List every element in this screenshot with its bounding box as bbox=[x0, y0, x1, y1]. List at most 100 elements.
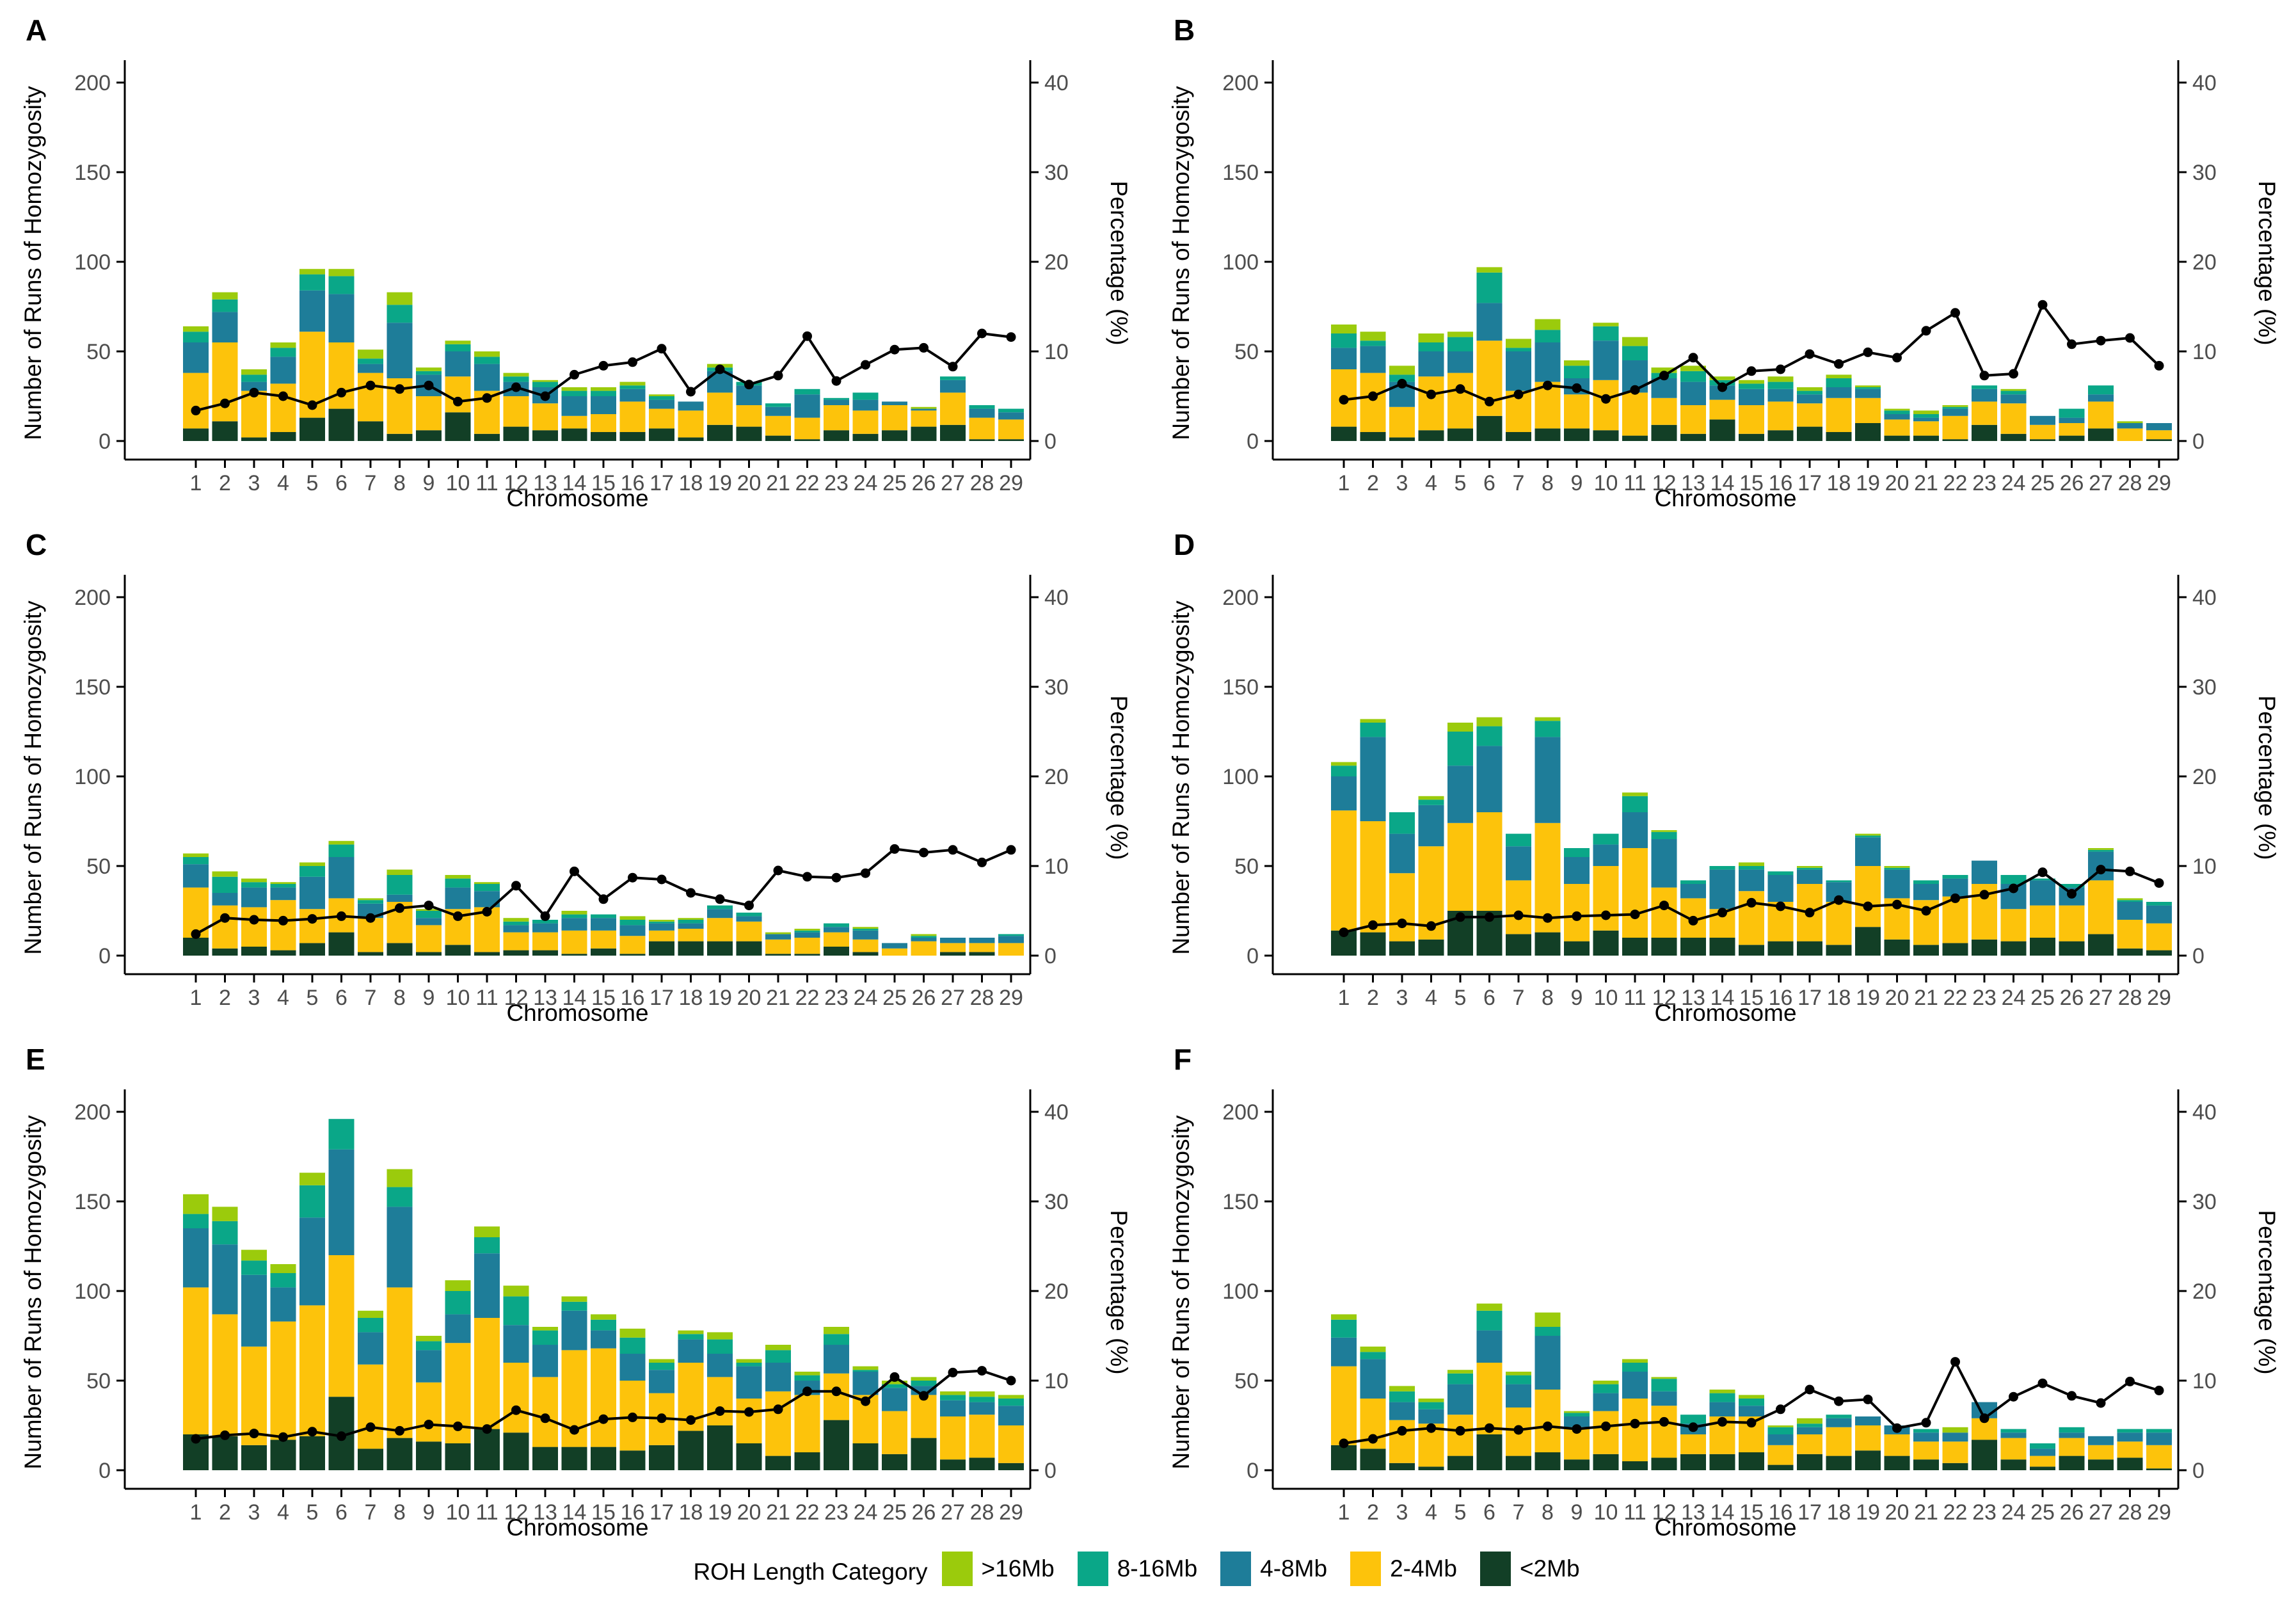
x-tick-label: 29 bbox=[999, 986, 1023, 1010]
x-tick-label: 27 bbox=[941, 471, 965, 495]
bar-segment-8-16Mb bbox=[591, 390, 616, 396]
bar-chr-21 bbox=[1913, 1429, 1939, 1470]
bar-segment-<2Mb bbox=[416, 1441, 442, 1470]
x-tick-label: 9 bbox=[423, 1500, 435, 1525]
bar-chr-8 bbox=[1535, 319, 1561, 441]
bar-segment-4-8Mb bbox=[1709, 1402, 1735, 1416]
x-tick-label: 10 bbox=[1594, 986, 1618, 1010]
x-tick-label: 20 bbox=[737, 471, 761, 495]
right-tick-label: 40 bbox=[1044, 1100, 1069, 1125]
bar-segment-8-16Mb bbox=[1593, 1384, 1619, 1393]
bar-segment-2-4Mb bbox=[212, 1314, 238, 1436]
bar-segment-8-16Mb bbox=[794, 389, 820, 395]
bar-segment-4-8Mb bbox=[1389, 1402, 1415, 1420]
percentage-point bbox=[889, 344, 900, 355]
x-tick-label: 1 bbox=[190, 471, 202, 495]
x-tick-label: 3 bbox=[1396, 471, 1408, 495]
percentage-point bbox=[482, 1424, 492, 1434]
bar-segment-8-16Mb bbox=[2146, 1429, 2172, 1433]
bar-segment-8-16Mb bbox=[1476, 272, 1503, 303]
bar-segment->16Mb bbox=[387, 292, 413, 305]
bar-segment-4-8Mb bbox=[1331, 776, 1357, 811]
bar-segment-2-4Mb bbox=[532, 1377, 558, 1447]
percentage-point bbox=[1805, 908, 1815, 918]
right-tick-label: 0 bbox=[2192, 1459, 2204, 1483]
percentage-point bbox=[453, 396, 463, 406]
bar-segment-4-8Mb bbox=[212, 1244, 238, 1315]
x-tick-label: 20 bbox=[737, 986, 761, 1010]
x-tick-label: 26 bbox=[912, 471, 936, 495]
x-tick-label: 19 bbox=[708, 986, 732, 1010]
percentage-point bbox=[2154, 878, 2164, 888]
bar-segment-8-16Mb bbox=[1826, 378, 1852, 387]
left-tick-label: 50 bbox=[86, 340, 111, 364]
bar-segment-8-16Mb bbox=[852, 929, 879, 931]
bar-segment-2-4Mb bbox=[911, 1395, 937, 1438]
bar-segment-8-16Mb bbox=[2030, 1443, 2055, 1449]
bar-chr-16 bbox=[619, 381, 646, 441]
percentage-point bbox=[570, 866, 579, 876]
x-tick-label: 3 bbox=[1396, 986, 1408, 1010]
x-tick-label: 1 bbox=[1338, 986, 1350, 1010]
left-tick-label: 150 bbox=[74, 675, 111, 700]
bar-segment-8-16Mb bbox=[1797, 867, 1822, 870]
bar-segment-8-16Mb bbox=[1767, 1427, 1794, 1434]
bar-segment->16Mb bbox=[270, 1264, 296, 1273]
bar-segment-<2Mb bbox=[969, 439, 995, 441]
bar-chr-25 bbox=[2030, 1443, 2055, 1470]
percentage-point bbox=[2125, 1376, 2135, 1386]
bar-segment-4-8Mb bbox=[1506, 351, 1531, 391]
x-tick-label: 12 bbox=[1652, 986, 1677, 1010]
bar-segment-4-8Mb bbox=[270, 887, 296, 901]
percentage-point bbox=[977, 328, 987, 339]
bar-segment-<2Mb bbox=[940, 952, 966, 956]
bar-segment-8-16Mb bbox=[736, 912, 762, 917]
bar-segment->16Mb bbox=[1709, 376, 1735, 380]
bar-segment-2-4Mb bbox=[1826, 1427, 1852, 1456]
bar-segment-4-8Mb bbox=[328, 857, 355, 899]
right-tick-label: 40 bbox=[1044, 71, 1069, 95]
right-tick-label: 30 bbox=[2192, 1190, 2217, 1214]
bar-segment-<2Mb bbox=[1739, 433, 1764, 441]
x-tick-label: 7 bbox=[365, 986, 377, 1010]
bar-segment-4-8Mb bbox=[1913, 884, 1939, 901]
bar-segment-2-4Mb bbox=[882, 948, 907, 956]
bar-segment-<2Mb bbox=[1535, 428, 1561, 441]
bar-chr-20 bbox=[1884, 408, 1910, 441]
bar-chr-15 bbox=[591, 387, 616, 441]
percentage-point bbox=[2009, 1391, 2018, 1402]
bar-segment-2-4Mb bbox=[2088, 880, 2114, 934]
bar-segment->16Mb bbox=[503, 1285, 529, 1297]
bar-segment-<2Mb bbox=[561, 1447, 587, 1470]
bar-chr-15 bbox=[591, 1314, 616, 1470]
percentage-point bbox=[1513, 910, 1524, 920]
bar-chr-10 bbox=[445, 875, 471, 956]
bar-segment->16Mb bbox=[1797, 1418, 1822, 1424]
bar-segment-2-4Mb bbox=[270, 1321, 296, 1440]
percentage-point bbox=[1455, 912, 1465, 922]
bar-segment-4-8Mb bbox=[387, 894, 413, 902]
bar-segment-<2Mb bbox=[1913, 945, 1939, 956]
bar-chr-1 bbox=[183, 1194, 209, 1470]
bar-segment-8-16Mb bbox=[1855, 835, 1881, 838]
x-tick-label: 13 bbox=[1681, 1500, 1705, 1525]
bar-segment-<2Mb bbox=[1680, 1454, 1706, 1470]
bar-segment-2-4Mb bbox=[794, 417, 820, 440]
bar-segment-2-4Mb bbox=[649, 930, 674, 942]
bar-segment->16Mb bbox=[794, 929, 820, 931]
bar-segment-2-4Mb bbox=[2030, 424, 2055, 440]
bar-segment-2-4Mb bbox=[1331, 1366, 1357, 1445]
bar-segment->16Mb bbox=[852, 1366, 879, 1370]
bar-segment-8-16Mb bbox=[1739, 866, 1764, 870]
bar-chr-14 bbox=[561, 387, 587, 441]
bar-chr-11 bbox=[474, 882, 500, 956]
x-tick-label: 13 bbox=[1681, 986, 1705, 1010]
bar-segment->16Mb bbox=[1797, 387, 1822, 391]
x-tick-label: 20 bbox=[737, 1500, 761, 1525]
bar-segment-8-16Mb bbox=[1389, 374, 1415, 382]
bar-segment-<2Mb bbox=[1418, 430, 1444, 441]
bar-chr-23 bbox=[824, 397, 849, 441]
bar-segment-8-16Mb bbox=[532, 1330, 558, 1345]
bar-chr-29 bbox=[998, 408, 1024, 441]
bar-segment-<2Mb bbox=[1389, 1463, 1415, 1470]
